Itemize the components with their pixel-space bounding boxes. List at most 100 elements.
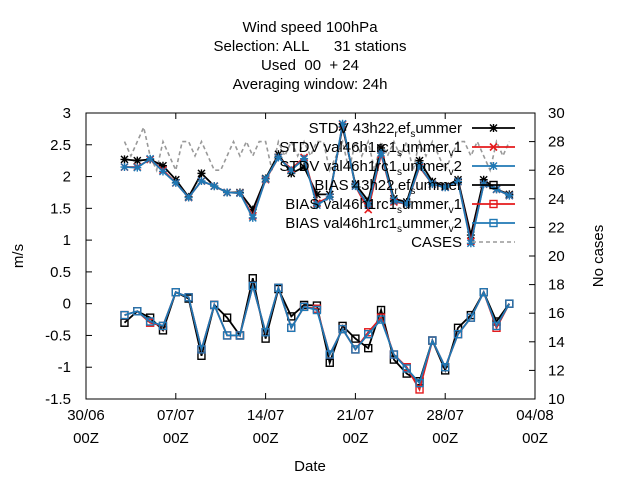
data-point — [338, 119, 347, 128]
data-point — [158, 326, 168, 335]
legend-entry: STDV 43h22refsummer — [309, 120, 515, 140]
data-point — [415, 161, 424, 170]
x-tick-label-time: 00Z — [163, 430, 189, 447]
legend-marker — [489, 142, 498, 152]
data-point — [261, 175, 270, 184]
legend-entry: STDV val46h1rc1summerv2 — [279, 158, 515, 178]
data-point — [312, 201, 321, 210]
data-point — [197, 169, 206, 178]
data-point — [312, 190, 321, 199]
x-tick-label-time: 00Z — [253, 430, 279, 447]
x-tick-label: 07/07 — [157, 407, 195, 424]
legend-entry: BIAS 43h22refsummer — [314, 177, 515, 197]
data-point — [441, 183, 450, 192]
y-tick-label: 1 — [63, 232, 71, 249]
legend-entry: BIAS val46h1rc1summerv1 — [285, 196, 515, 216]
data-point — [120, 155, 129, 164]
legend-marker — [489, 218, 498, 228]
y-tick-label: 1.5 — [50, 200, 71, 217]
data-point — [287, 323, 296, 333]
legend-entry: CASES — [411, 234, 515, 251]
x-axis-label: Date — [294, 458, 326, 475]
chart-title: Wind speed 100hPa Selection: ALL 31 stat… — [214, 19, 407, 93]
legend-marker — [489, 199, 498, 209]
data-point — [466, 313, 476, 322]
data-point — [210, 182, 219, 191]
legend-marker — [489, 162, 498, 170]
data-point — [415, 378, 424, 388]
y-tick-label: 0.5 — [50, 264, 71, 281]
y2-tick-label: 12 — [548, 362, 565, 379]
legend-marker — [489, 124, 498, 132]
data-point — [184, 293, 193, 302]
legend-label: STDV val46h1rc1summerv2 — [279, 158, 462, 178]
y2-tick-label: 28 — [548, 134, 565, 151]
data-point — [351, 334, 360, 343]
legend-entry: BIAS val46h1rc1summerv2 — [285, 215, 515, 235]
y2-tick-label: 24 — [548, 191, 565, 208]
legend-label: STDV val46h1rc1summerv1 — [279, 139, 462, 159]
series-bias-5 — [120, 281, 514, 388]
x-tick-label: 28/07 — [426, 407, 464, 424]
data-point — [377, 149, 386, 158]
data-point — [133, 163, 142, 172]
data-point — [261, 328, 270, 337]
data-point — [454, 177, 463, 186]
x-tick-label: 04/08 — [516, 407, 554, 424]
data-point — [505, 191, 514, 200]
legend-label: BIAS val46h1rc1summerv2 — [285, 215, 462, 235]
data-point — [428, 336, 437, 345]
data-point — [338, 324, 347, 334]
data-point — [325, 358, 334, 367]
data-point — [274, 283, 283, 292]
data-point — [479, 175, 488, 184]
legend-label: BIAS val46h1rc1summerv1 — [285, 196, 462, 216]
y-tick-label: 3 — [63, 105, 71, 122]
data-point — [402, 199, 411, 208]
data-point — [351, 182, 360, 191]
x-tick-label: 30/06 — [67, 407, 105, 424]
data-point — [171, 178, 180, 187]
data-point — [312, 305, 322, 315]
y2-tick-label: 18 — [548, 277, 565, 294]
data-point — [377, 143, 386, 152]
data-point — [492, 185, 501, 194]
data-point — [402, 364, 411, 373]
data-point — [364, 329, 373, 339]
data-point — [376, 315, 386, 324]
y-tick-label: 2 — [63, 169, 71, 186]
data-point — [466, 239, 475, 248]
legend-marker — [489, 180, 498, 190]
data-point — [466, 231, 475, 240]
y2-tick-label: 26 — [548, 162, 565, 179]
y-axis-label: m/s — [10, 244, 27, 268]
y2-axis-label: No cases — [590, 225, 607, 288]
series-stdv-2 — [120, 119, 514, 248]
data-point — [441, 363, 450, 372]
data-point — [351, 345, 360, 354]
series-cases-6 — [123, 124, 511, 173]
data-point — [197, 177, 206, 186]
data-point — [133, 156, 142, 165]
data-point — [428, 180, 437, 189]
data-point — [222, 331, 232, 340]
data-point — [158, 167, 167, 176]
data-point — [145, 317, 155, 326]
legend-label: CASES — [411, 234, 462, 251]
data-point — [364, 343, 373, 353]
data-point — [453, 329, 463, 339]
x-tick-label-time: 00Z — [522, 430, 548, 447]
y-tick-label: -0.5 — [45, 327, 71, 344]
title-line-3: Used 00 + 24 — [261, 57, 359, 74]
data-point — [479, 288, 488, 297]
data-point — [223, 188, 232, 197]
data-point — [364, 201, 373, 210]
data-point — [158, 161, 167, 170]
y2-tick-label: 14 — [548, 334, 565, 351]
legend-entry: STDV val46h1rc1summerv1 — [279, 139, 515, 159]
x-tick-label: 14/07 — [247, 407, 285, 424]
y-tick-label: 2.5 — [50, 137, 71, 154]
data-point — [492, 321, 501, 331]
data-point — [210, 300, 219, 310]
